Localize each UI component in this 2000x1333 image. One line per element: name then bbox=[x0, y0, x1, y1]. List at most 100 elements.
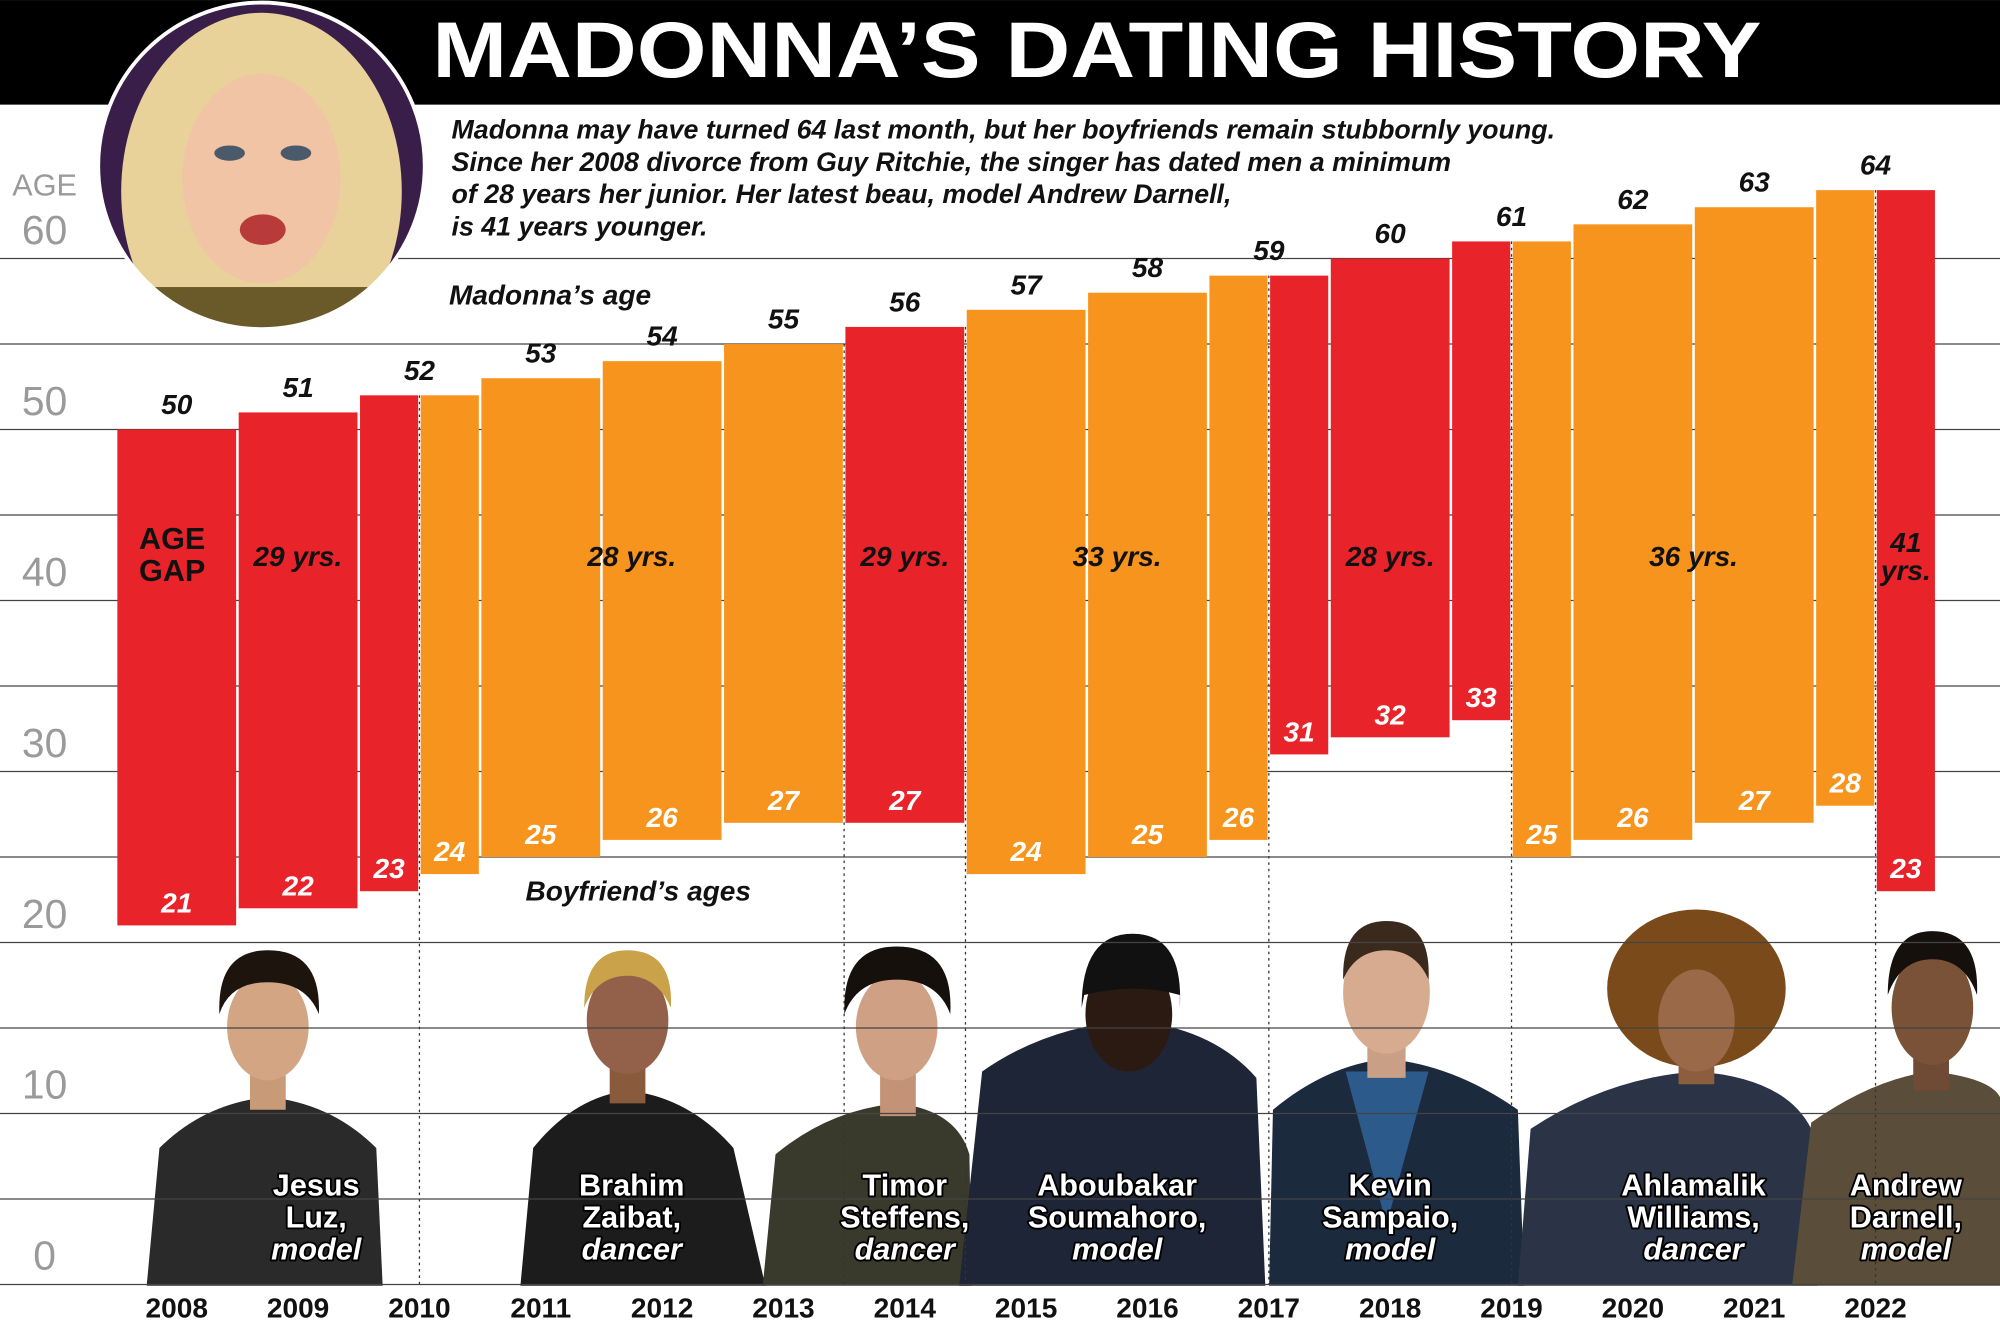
madonna-age-label: 56 bbox=[889, 286, 921, 317]
age-gap-label: 29 yrs. bbox=[859, 541, 949, 572]
boyfriend-age-label: 33 bbox=[1466, 682, 1498, 713]
photos bbox=[146, 909, 2000, 1286]
boyfriend-name: dancer bbox=[582, 1232, 684, 1266]
age-gap-bar bbox=[1512, 241, 1571, 858]
age-gap-label: 41 bbox=[1889, 527, 1921, 558]
boyfriend-age-label: 25 bbox=[524, 819, 557, 850]
x-tick-label: 2014 bbox=[874, 1292, 937, 1323]
y-tick-label: 30 bbox=[22, 720, 67, 766]
y-tick-label: 60 bbox=[22, 207, 67, 253]
x-tick-label: 2013 bbox=[752, 1292, 814, 1323]
age-gap-label: 33 yrs. bbox=[1073, 541, 1162, 572]
boyfriend-name: Steffens, bbox=[840, 1201, 969, 1235]
boyfriend-age-label: 23 bbox=[1889, 853, 1922, 884]
x-tick-label: 2016 bbox=[1116, 1292, 1178, 1323]
madonna-age-label: 50 bbox=[161, 389, 193, 420]
age-gap-bar bbox=[1573, 224, 1693, 840]
madonna-age-label: 60 bbox=[1375, 218, 1407, 249]
madonna-age-label: 62 bbox=[1617, 184, 1649, 215]
annotation: Madonna’s age bbox=[449, 280, 651, 311]
age-gap-bar bbox=[1876, 190, 1935, 892]
madonna-age-label: 53 bbox=[525, 338, 557, 369]
boyfriend-name: Ahlamalik bbox=[1621, 1169, 1767, 1203]
boyfriend-age-label: 26 bbox=[1616, 802, 1649, 833]
boyfriend-name: Timor bbox=[863, 1169, 948, 1203]
age-gap-bar bbox=[966, 309, 1086, 875]
boyfriend-age-label: 22 bbox=[281, 870, 314, 901]
x-tick-label: 2009 bbox=[267, 1292, 329, 1323]
age-gap-bar bbox=[238, 412, 358, 909]
age-gap-bar bbox=[360, 395, 419, 892]
boyfriend-name: Kevin bbox=[1348, 1169, 1431, 1203]
age-gap-bar bbox=[1209, 275, 1268, 840]
boyfriend-name: Williams, bbox=[1627, 1201, 1759, 1235]
subtitle-line: is 41 years younger. bbox=[452, 211, 708, 241]
labels: Madonna may have turned 64 last month, b… bbox=[12, 115, 1964, 1324]
subtitle-line: Madonna may have turned 64 last month, b… bbox=[452, 115, 1556, 145]
madonna-age-label: 52 bbox=[404, 355, 436, 386]
boyfriend-name: dancer bbox=[1643, 1232, 1745, 1266]
madonna-age-label: 57 bbox=[1011, 269, 1044, 300]
photo bbox=[1269, 920, 1525, 1286]
annotation: AGE bbox=[139, 522, 205, 556]
age-gap-bar bbox=[481, 378, 601, 858]
x-tick-label: 2017 bbox=[1238, 1292, 1300, 1323]
age-gap-bar bbox=[1816, 190, 1875, 806]
boyfriend-name: Andrew bbox=[1850, 1169, 1962, 1203]
photo bbox=[520, 950, 766, 1286]
madonna-age-label: 59 bbox=[1253, 235, 1285, 266]
photo bbox=[762, 946, 972, 1286]
x-tick-label: 2020 bbox=[1602, 1292, 1664, 1323]
age-gap-bar bbox=[1088, 292, 1207, 858]
madonna-age-label: 61 bbox=[1496, 201, 1527, 232]
boyfriend-name: model bbox=[271, 1232, 363, 1266]
bars bbox=[117, 190, 1935, 926]
boyfriend-name: Jesus bbox=[273, 1169, 360, 1203]
annotation: GAP bbox=[139, 554, 205, 588]
boyfriend-name: Aboubakar bbox=[1037, 1169, 1197, 1203]
age-gap-bar bbox=[602, 361, 722, 840]
boyfriend-age-label: 26 bbox=[1222, 802, 1255, 833]
boyfriend-age-label: 25 bbox=[1131, 819, 1164, 850]
annotation: Boyfriend’s ages bbox=[526, 875, 752, 906]
age-gap-bar bbox=[1270, 275, 1329, 755]
boyfriend-name: Zaibat, bbox=[582, 1201, 681, 1235]
boyfriend-name: dancer bbox=[855, 1232, 957, 1266]
x-tick-label: 2010 bbox=[388, 1292, 450, 1323]
boyfriend-age-label: 27 bbox=[888, 785, 922, 816]
subtitle-line: of 28 years her junior. Her latest beau,… bbox=[452, 179, 1232, 209]
boyfriend-age-label: 27 bbox=[767, 785, 801, 816]
boyfriend-age-label: 21 bbox=[160, 887, 192, 918]
age-gap-bar bbox=[1452, 241, 1511, 721]
madonna-age-label: 58 bbox=[1132, 252, 1164, 283]
x-tick-label: 2022 bbox=[1844, 1292, 1906, 1323]
age-gap-bar bbox=[724, 344, 843, 823]
y-tick-label: 40 bbox=[22, 549, 67, 595]
boyfriend-age-label: 32 bbox=[1375, 699, 1407, 730]
photo bbox=[146, 950, 383, 1286]
y-axis-label: AGE bbox=[12, 169, 77, 203]
chart-title: MADONNA’S DATING HISTORY bbox=[432, 5, 1761, 94]
madonna-age-label: 54 bbox=[647, 321, 679, 352]
age-gap-bar bbox=[117, 429, 237, 926]
boyfriend-age-label: 27 bbox=[1738, 785, 1772, 816]
y-tick-label: 20 bbox=[22, 891, 67, 937]
x-tick-label: 2012 bbox=[631, 1292, 693, 1323]
boyfriend-name: model bbox=[1861, 1232, 1953, 1266]
age-gap-label: 28 yrs. bbox=[586, 541, 676, 572]
age-gap-label: yrs. bbox=[1879, 555, 1931, 586]
x-tick-label: 2021 bbox=[1723, 1292, 1785, 1323]
boyfriend-age-label: 31 bbox=[1284, 716, 1315, 747]
boyfriend-name: model bbox=[1072, 1232, 1164, 1266]
photo bbox=[959, 933, 1266, 1286]
age-gap-label: 36 yrs. bbox=[1649, 541, 1738, 572]
boyfriend-age-label: 26 bbox=[646, 802, 679, 833]
boyfriend-name: Luz, bbox=[286, 1201, 347, 1235]
photo bbox=[1792, 931, 2000, 1286]
y-tick-label: 0 bbox=[33, 1233, 56, 1279]
boyfriend-age-label: 25 bbox=[1525, 819, 1558, 850]
x-tick-label: 2018 bbox=[1359, 1292, 1421, 1323]
age-gap-bar bbox=[845, 326, 965, 823]
x-tick-label: 2019 bbox=[1480, 1292, 1542, 1323]
